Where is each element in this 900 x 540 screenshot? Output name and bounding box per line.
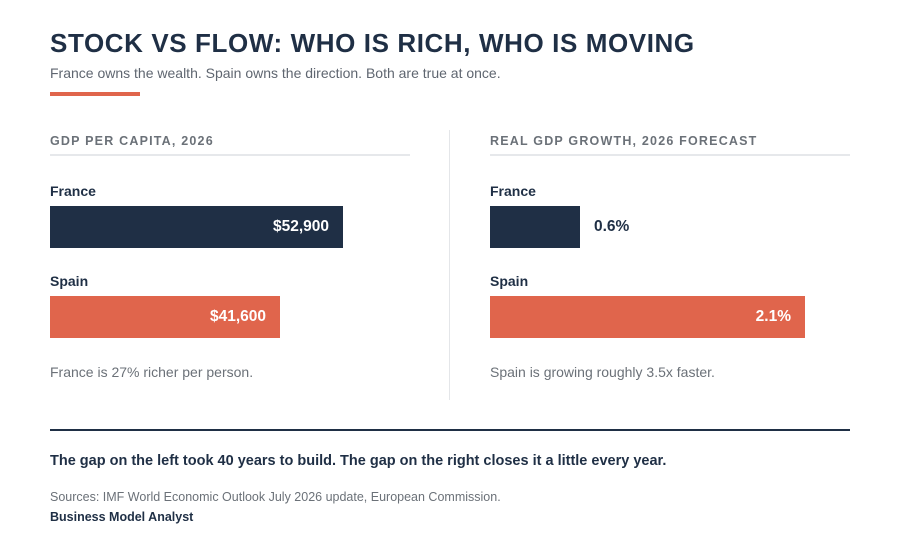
panel-note: France is 27% richer per person.	[50, 364, 254, 380]
panel-note: Spain is growing roughly 3.5x faster.	[490, 364, 715, 380]
accent-rule	[50, 92, 140, 96]
panel-rule	[50, 154, 410, 156]
bar-spain: 2.1%	[490, 296, 805, 338]
bar-value-france: 0.6%	[594, 218, 630, 235]
panel-rule	[490, 154, 850, 156]
panel-divider	[449, 130, 450, 400]
bar-value-spain: 2.1%	[755, 308, 791, 325]
bar-label-france: France	[50, 183, 96, 199]
bar-value-france: $52,900	[272, 218, 329, 235]
footer-divider	[50, 429, 850, 431]
bar-label-spain: Spain	[490, 273, 529, 289]
sources-text: Sources: IMF World Economic Outlook July…	[50, 490, 501, 504]
chart-subtitle: France owns the wealth. Spain owns the d…	[50, 65, 501, 81]
bar-spain: $41,600	[50, 296, 280, 338]
bar-label-france: France	[490, 183, 536, 199]
bar-france: $52,900	[50, 206, 343, 248]
panel-heading: REAL GDP GROWTH, 2026 FORECAST	[490, 134, 758, 148]
bar-label-spain: Spain	[50, 273, 89, 289]
bar-value-spain: $41,600	[209, 308, 266, 325]
panel-heading: GDP PER CAPITA, 2026	[50, 134, 214, 148]
chart-title: STOCK VS FLOW: WHO IS RICH, WHO IS MOVIN…	[50, 28, 695, 58]
gdp-per-capita-panel: GDP PER CAPITA, 2026 France $52,900 Spai…	[50, 132, 410, 392]
brand-name: Business Model Analyst	[50, 510, 194, 524]
takeaway-text: The gap on the left took 40 years to bui…	[50, 453, 667, 469]
bar-france: 0.6%	[490, 206, 629, 248]
gdp-growth-panel: REAL GDP GROWTH, 2026 FORECAST France 0.…	[490, 132, 850, 392]
